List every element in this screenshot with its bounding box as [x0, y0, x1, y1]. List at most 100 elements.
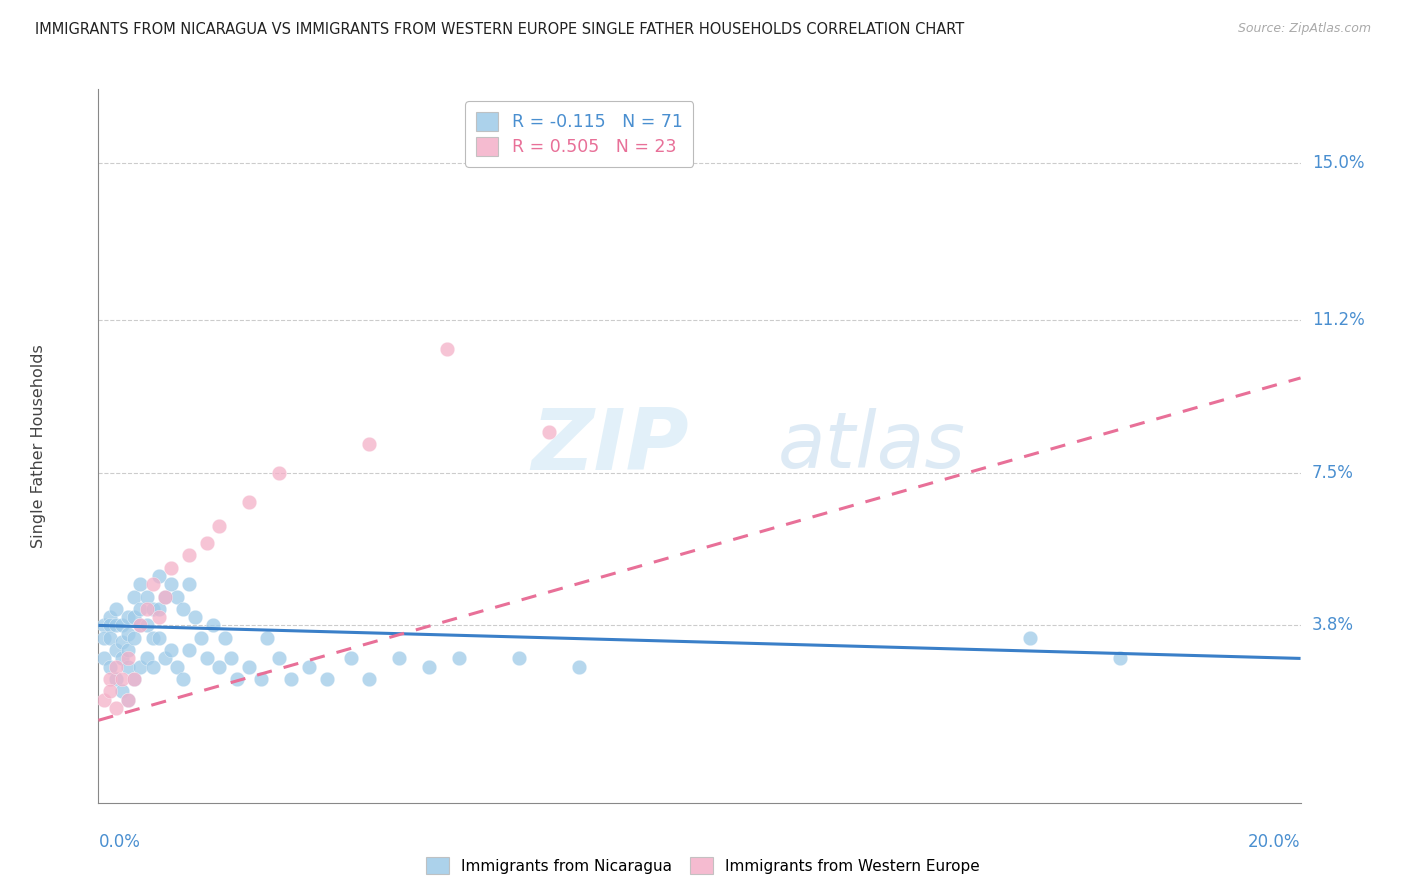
- Text: atlas: atlas: [778, 408, 966, 484]
- Text: ZIP: ZIP: [531, 404, 689, 488]
- Point: [315, 672, 337, 686]
- Point: [153, 590, 176, 604]
- Point: [129, 577, 152, 591]
- Point: [129, 659, 152, 673]
- Point: [267, 651, 290, 665]
- Point: [135, 618, 157, 632]
- Point: [93, 651, 115, 665]
- Point: [1109, 651, 1132, 665]
- Point: [100, 618, 122, 632]
- Point: [166, 590, 188, 604]
- Point: [100, 659, 122, 673]
- Text: 7.5%: 7.5%: [1312, 464, 1354, 482]
- Point: [340, 651, 363, 665]
- Point: [93, 618, 115, 632]
- Point: [117, 692, 139, 706]
- Point: [148, 610, 170, 624]
- Text: Single Father Households: Single Father Households: [31, 344, 46, 548]
- Point: [141, 631, 163, 645]
- Point: [148, 631, 170, 645]
- Point: [195, 536, 218, 550]
- Point: [508, 651, 530, 665]
- Point: [357, 437, 380, 451]
- Point: [436, 342, 458, 356]
- Text: 15.0%: 15.0%: [1312, 154, 1364, 172]
- Point: [141, 602, 163, 616]
- Point: [447, 651, 470, 665]
- Point: [124, 631, 146, 645]
- Point: [100, 631, 122, 645]
- Point: [208, 519, 231, 533]
- Point: [100, 684, 122, 698]
- Point: [117, 651, 139, 665]
- Point: [105, 643, 128, 657]
- Point: [238, 494, 260, 508]
- Point: [148, 569, 170, 583]
- Point: [117, 692, 139, 706]
- Point: [201, 618, 224, 632]
- Point: [249, 672, 271, 686]
- Text: 11.2%: 11.2%: [1312, 311, 1364, 329]
- Point: [93, 692, 115, 706]
- Point: [219, 651, 242, 665]
- Point: [100, 610, 122, 624]
- Text: 3.8%: 3.8%: [1312, 616, 1354, 634]
- Point: [100, 672, 122, 686]
- Point: [111, 672, 134, 686]
- Text: 0.0%: 0.0%: [98, 833, 141, 851]
- Point: [129, 618, 152, 632]
- Point: [238, 659, 260, 673]
- Point: [177, 577, 200, 591]
- Legend: R = -0.115   N = 71, R = 0.505   N = 23: R = -0.115 N = 71, R = 0.505 N = 23: [465, 102, 693, 167]
- Point: [124, 590, 146, 604]
- Point: [148, 602, 170, 616]
- Point: [124, 672, 146, 686]
- Point: [111, 684, 134, 698]
- Point: [111, 635, 134, 649]
- Point: [159, 577, 181, 591]
- Point: [172, 602, 194, 616]
- Point: [208, 659, 231, 673]
- Text: IMMIGRANTS FROM NICARAGUA VS IMMIGRANTS FROM WESTERN EUROPE SINGLE FATHER HOUSEH: IMMIGRANTS FROM NICARAGUA VS IMMIGRANTS …: [35, 22, 965, 37]
- Point: [124, 672, 146, 686]
- Point: [117, 659, 139, 673]
- Point: [105, 701, 128, 715]
- Point: [129, 618, 152, 632]
- Point: [298, 659, 321, 673]
- Point: [93, 631, 115, 645]
- Point: [129, 602, 152, 616]
- Point: [111, 618, 134, 632]
- Point: [538, 425, 561, 439]
- Point: [280, 672, 302, 686]
- Point: [135, 602, 157, 616]
- Point: [267, 466, 290, 480]
- Point: [225, 672, 247, 686]
- Point: [172, 672, 194, 686]
- Point: [183, 610, 205, 624]
- Legend: Immigrants from Nicaragua, Immigrants from Western Europe: Immigrants from Nicaragua, Immigrants fr…: [420, 851, 986, 880]
- Point: [256, 631, 278, 645]
- Point: [159, 560, 181, 574]
- Point: [1019, 631, 1042, 645]
- Point: [141, 577, 163, 591]
- Point: [153, 651, 176, 665]
- Point: [124, 610, 146, 624]
- Text: 20.0%: 20.0%: [1249, 833, 1301, 851]
- Point: [105, 618, 128, 632]
- Point: [195, 651, 218, 665]
- Point: [568, 659, 591, 673]
- Point: [111, 651, 134, 665]
- Point: [105, 602, 128, 616]
- Point: [418, 659, 440, 673]
- Point: [159, 643, 181, 657]
- Point: [117, 643, 139, 657]
- Point: [117, 626, 139, 640]
- Point: [166, 659, 188, 673]
- Point: [153, 590, 176, 604]
- Point: [135, 590, 157, 604]
- Point: [135, 651, 157, 665]
- Point: [388, 651, 411, 665]
- Text: Source: ZipAtlas.com: Source: ZipAtlas.com: [1237, 22, 1371, 36]
- Point: [190, 631, 212, 645]
- Point: [177, 549, 200, 563]
